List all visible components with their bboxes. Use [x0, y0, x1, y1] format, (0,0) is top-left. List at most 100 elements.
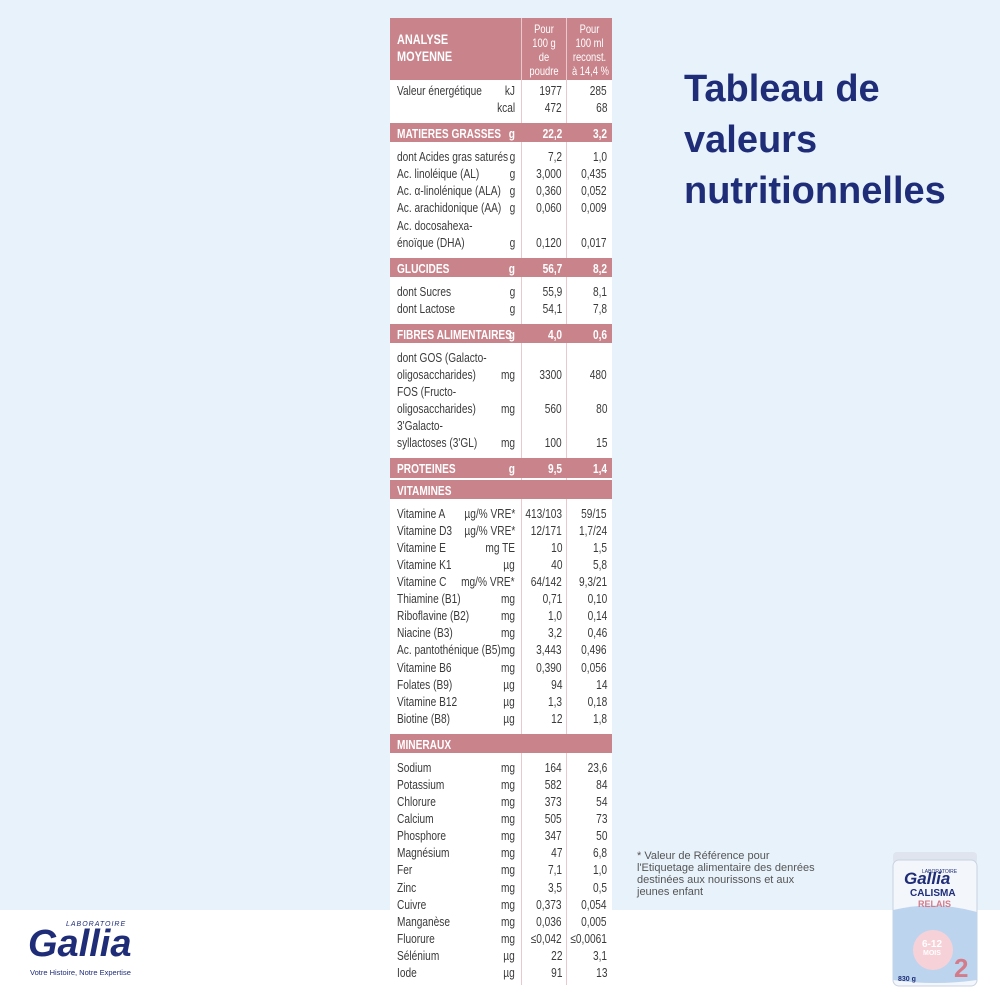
row-value-100ml: 1,0 [592, 862, 607, 878]
product-brand: Gallia [904, 869, 951, 888]
row-label: Zinc [397, 879, 417, 895]
section-unit: g [508, 326, 515, 342]
row-value-100g: 472 [545, 100, 562, 116]
row-unit: mg [500, 828, 515, 844]
row-unit: g [509, 200, 515, 216]
row-label: Valeur énergétique [397, 83, 482, 98]
row-value-100g: 94 [550, 676, 562, 692]
row-value-100g: 40 [550, 557, 562, 573]
row-unit: mg [500, 367, 515, 382]
row-value-100g: 560 [545, 401, 562, 417]
row-label: Vitamine B6 [397, 659, 452, 675]
row-value-100ml: 0,10 [587, 591, 607, 607]
row-label: Fer [397, 862, 413, 878]
row-label: Magnésium [397, 845, 450, 861]
row-value-100g: 12/171 [530, 522, 562, 538]
row-unit: µg [503, 693, 515, 709]
footnote-line: jeunes enfant [637, 886, 704, 898]
product-weight: 830 g [898, 976, 916, 983]
row-value-100g: 0,71 [542, 591, 562, 607]
row-unit: g [509, 300, 515, 316]
row-value-100ml: 50 [595, 828, 607, 844]
header-label: ANALYSE [397, 31, 449, 47]
row-value-100g: 0,373 [536, 896, 562, 912]
header-col2: à 14,4 % [571, 64, 609, 78]
section-unit: g [508, 260, 515, 276]
row-value-100ml: 1,5 [592, 539, 607, 555]
row-value-100g: 91 [550, 964, 562, 980]
row-label: énoïque (DHA) [397, 234, 465, 250]
row-label: dont Lactose [397, 300, 456, 316]
row-unit: mg [500, 913, 515, 929]
row-label: FOS (Fructo- [397, 384, 457, 400]
footnote: * Valeur de Référence pour l'Etiquetage a… [637, 850, 815, 898]
row-value-100g: 347 [545, 828, 562, 844]
row-label: oligosaccharides) [397, 367, 476, 382]
row-unit: mg [500, 401, 515, 417]
row-label: Ac. arachidonique (AA) [397, 200, 502, 216]
row-value-100g: 7,2 [547, 149, 562, 165]
row-unit: µg/% VRE* [464, 522, 515, 538]
row-unit: µg/% VRE* [464, 505, 515, 521]
section-band [390, 458, 612, 478]
row-unit: mg [500, 608, 515, 624]
row-unit: g [509, 234, 515, 250]
row-value-100ml: 0,5 [592, 879, 607, 895]
row-label: Biotine (B8) [397, 710, 450, 726]
footnote-line: * Valeur de Référence pour [637, 850, 770, 862]
row-value-100g: 55,9 [542, 283, 562, 299]
row-value-100ml: 3,1 [592, 947, 607, 963]
row-value-100g: 7,1 [547, 862, 562, 878]
row-label: Vitamine E [397, 539, 446, 555]
nutrition-table: ANALYSE MOYENNE Pour 100 g de poudre Pour 100 m… [390, 18, 612, 985]
row-value-100ml: 0,056 [581, 659, 607, 675]
row-unit: g [509, 166, 515, 182]
footnote-line: l'Etiquetage alimentaire des denrées [637, 862, 815, 874]
product-variant: RELAIS [918, 899, 952, 909]
section-title: GLUCIDES [397, 260, 450, 276]
product-age-unit: MOIS [923, 950, 941, 957]
row-label: dont Sucres [397, 283, 452, 299]
row-value-100ml: 68 [595, 100, 607, 116]
header-col1: Pour [534, 22, 554, 36]
row-value-100ml: 0,009 [581, 200, 607, 216]
row-value-100g: 0,360 [536, 183, 562, 199]
row-label: Vitamine D3 [397, 522, 453, 538]
row-value-100g: 505 [545, 811, 562, 827]
section-title: PROTEINES [397, 461, 456, 477]
row-unit: mg [500, 759, 515, 775]
row-value-100g: 47 [550, 845, 562, 861]
row-label: Vitamine K1 [397, 557, 452, 573]
column-divider [521, 18, 522, 985]
row-label: Sodium [397, 759, 432, 775]
row-value-100g: 1,3 [547, 693, 562, 709]
row-value-100g: 582 [545, 777, 562, 792]
row-unit: mg [500, 930, 515, 946]
row-unit: mg TE [485, 539, 515, 555]
section-value-100ml: 3,2 [592, 125, 607, 141]
section-band [390, 122, 612, 143]
row-label: Vitamine C [397, 574, 447, 590]
row-value-100ml: 59/15 [581, 505, 607, 521]
section-title: MINERAUX [397, 736, 452, 752]
row-label: Calcium [397, 811, 434, 827]
section-value-100g: 4,0 [547, 326, 562, 342]
row-unit: g [509, 149, 515, 165]
logo-small: LABORATOIRE [66, 921, 127, 928]
row-label: Ac. linoléique (AL) [397, 166, 480, 182]
row-value-100ml: 1,8 [592, 710, 607, 726]
logo-tagline: Votre Histoire, Notre Expertise [30, 968, 131, 977]
row-label: Iode [397, 964, 417, 980]
header-col2: reconst. [572, 50, 607, 64]
header-col1: 100 g [532, 36, 556, 50]
row-value-100ml: 0,054 [581, 896, 607, 912]
row-value-100g: 100 [545, 435, 562, 451]
row-label: 3'Galacto- [397, 418, 443, 434]
row-label: Ac. α-linolénique (ALA) [397, 183, 501, 199]
row-value-100ml: 0,435 [581, 166, 607, 182]
product-age: 6-12 [922, 939, 943, 950]
section-title: MATIERES GRASSES [397, 125, 502, 141]
row-value-100ml: 84 [595, 777, 607, 792]
row-value-100ml: ≤0,0061 [570, 930, 607, 946]
